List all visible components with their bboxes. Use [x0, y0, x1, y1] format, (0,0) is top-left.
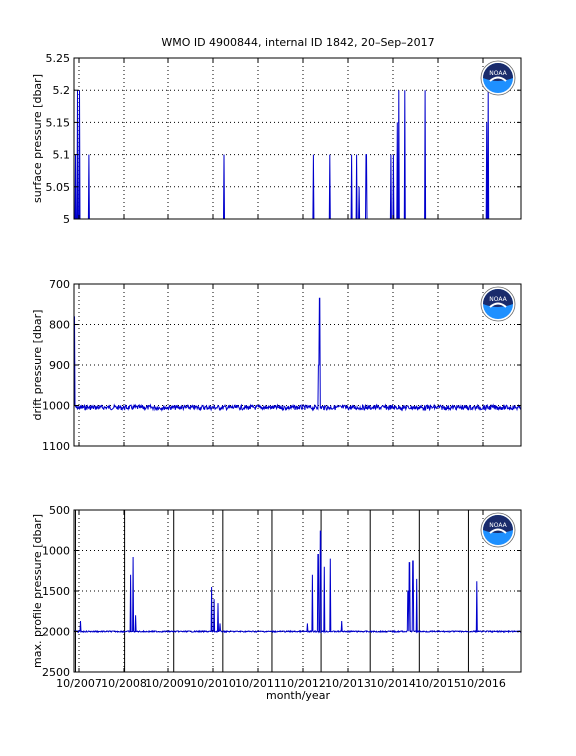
logo-text: NOAA: [489, 70, 507, 77]
data-line-2: [73, 297, 522, 412]
y-tick-label: 900: [49, 359, 70, 372]
y-axis-label: max. profile pressure [dbar]: [31, 514, 44, 668]
x-tick-label: 10/2007: [56, 677, 102, 690]
chart-title: WMO ID 4900844, internal ID 1842, 20–Sep…: [161, 36, 434, 49]
y-tick-label: 5.25: [46, 52, 71, 65]
axes-box: [73, 57, 522, 220]
y-tick-label: 800: [49, 319, 70, 332]
y-tick-label: 1500: [42, 585, 70, 598]
logo-wave: [489, 302, 507, 308]
y-axis-label: drift pressure [dbar]: [31, 310, 44, 421]
x-tick-label: 10/2014: [370, 677, 416, 690]
noaa-logo-icon: NOAA: [480, 286, 516, 322]
y-tick-label: 2500: [42, 666, 70, 679]
logo-text: NOAA: [489, 296, 507, 303]
x-tick-label: 10/2008: [101, 677, 147, 690]
y-tick-label: 2000: [42, 626, 70, 639]
logo-text: NOAA: [489, 522, 507, 529]
noaa-logo-icon: NOAA: [480, 60, 516, 96]
y-tick-label: 5.05: [46, 181, 71, 194]
y-axis-label: surface pressure [dbar]: [31, 74, 44, 203]
noaa-logo-icon: NOAA: [480, 512, 516, 548]
y-tick-label: 1000: [42, 400, 70, 413]
logo-upper: [483, 63, 513, 81]
y-tick-label: 700: [49, 278, 70, 291]
axes-box: [73, 509, 522, 673]
axes-box: [73, 283, 522, 447]
x-tick-label: 10/2015: [415, 677, 461, 690]
x-tick-label: 10/2009: [145, 677, 191, 690]
y-tick-label: 5.1: [53, 149, 71, 162]
y-tick-label: 500: [49, 504, 70, 517]
chart-panel-2: 700 800 900 1000 1100 drift pressure [dbar] NO…: [31, 278, 522, 453]
logo-upper: [483, 515, 513, 533]
logo-wave: [489, 528, 507, 534]
y-tick-label: 5.2: [53, 84, 71, 97]
x-tick-label: 10/2012: [280, 677, 326, 690]
y-tick-label: 5: [63, 213, 70, 226]
logo-upper: [483, 289, 513, 307]
data-line-3: [73, 530, 522, 634]
logo-wave: [489, 76, 507, 82]
x-tick-label: 10/2016: [460, 677, 506, 690]
y-tick-label: 1100: [42, 440, 70, 453]
data-line-1: [74, 90, 521, 220]
y-tick-label: 5.15: [46, 116, 71, 129]
x-tick-label: 10/2010: [190, 677, 236, 690]
x-axis-label: month/year: [266, 689, 330, 702]
y-tick-label: 1000: [42, 545, 70, 558]
x-tick-label: 10/2011: [235, 677, 281, 690]
x-tick-label: 10/2013: [325, 677, 371, 690]
